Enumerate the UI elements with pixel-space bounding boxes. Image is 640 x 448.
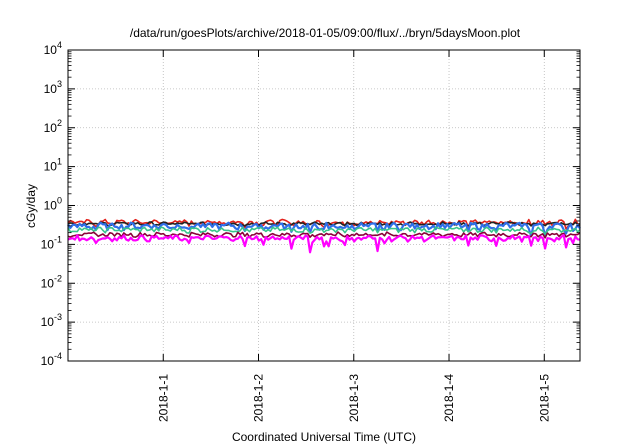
y-tick-base: 10 [41,237,55,251]
y-tick-base: 10 [44,82,58,96]
y-tick-base: 10 [44,199,58,213]
x-tick-label: 2018-1-1 [156,374,170,422]
x-axis: 2018-1-1 2018-1-2 2018-1-3 2018-1-4 2018-1-5 [156,50,551,422]
y-tick-exponent: -3 [54,312,62,322]
y-tick-base: 10 [44,121,58,135]
y-tick-label: 104 [44,40,62,57]
y-tick-exponent: 2 [57,118,62,128]
x-tick-label: 2018-1-4 [442,374,456,422]
y-tick-exponent: 0 [57,196,62,206]
y-tick-base: 10 [41,276,55,290]
y-axis-label: cGy/day [24,184,38,228]
y-tick-exponent: 4 [57,40,62,50]
y-tick-label: 10-2 [41,273,62,290]
x-tick-label: 2018-1-5 [537,374,551,422]
y-tick-base: 10 [41,354,55,368]
series-lines [67,218,581,254]
y-tick-exponent: -2 [54,273,62,283]
series-line-2 [67,221,581,227]
chart-title: /data/run/goesPlots/archive/2018-01-05/0… [130,26,521,40]
y-tick-base: 10 [44,43,58,57]
x-tick-label: 2018-1-3 [347,374,361,422]
y-tick-label: 102 [44,118,62,135]
y-tick-exponent: -4 [54,351,62,361]
series-line-4 [67,226,581,236]
y-tick-label: 101 [44,157,62,174]
y-tick-label: 10-3 [41,312,62,329]
y-tick-exponent: 3 [57,79,62,89]
x-axis-label: Coordinated Universal Time (UTC) [232,430,416,444]
y-tick-base: 10 [41,315,55,329]
y-tick-exponent: 1 [57,157,62,167]
x-tick-label: 2018-1-2 [252,374,266,422]
y-tick-exponent: -1 [54,234,62,244]
y-tick-label: 10-1 [41,234,62,251]
y-tick-label: 10-4 [41,351,62,368]
y-tick-label: 100 [44,196,62,213]
grid [68,50,580,361]
series-line-3 [67,221,581,238]
series-line-6 [67,234,581,254]
y-tick-label: 103 [44,79,62,96]
y-tick-base: 10 [44,160,58,174]
